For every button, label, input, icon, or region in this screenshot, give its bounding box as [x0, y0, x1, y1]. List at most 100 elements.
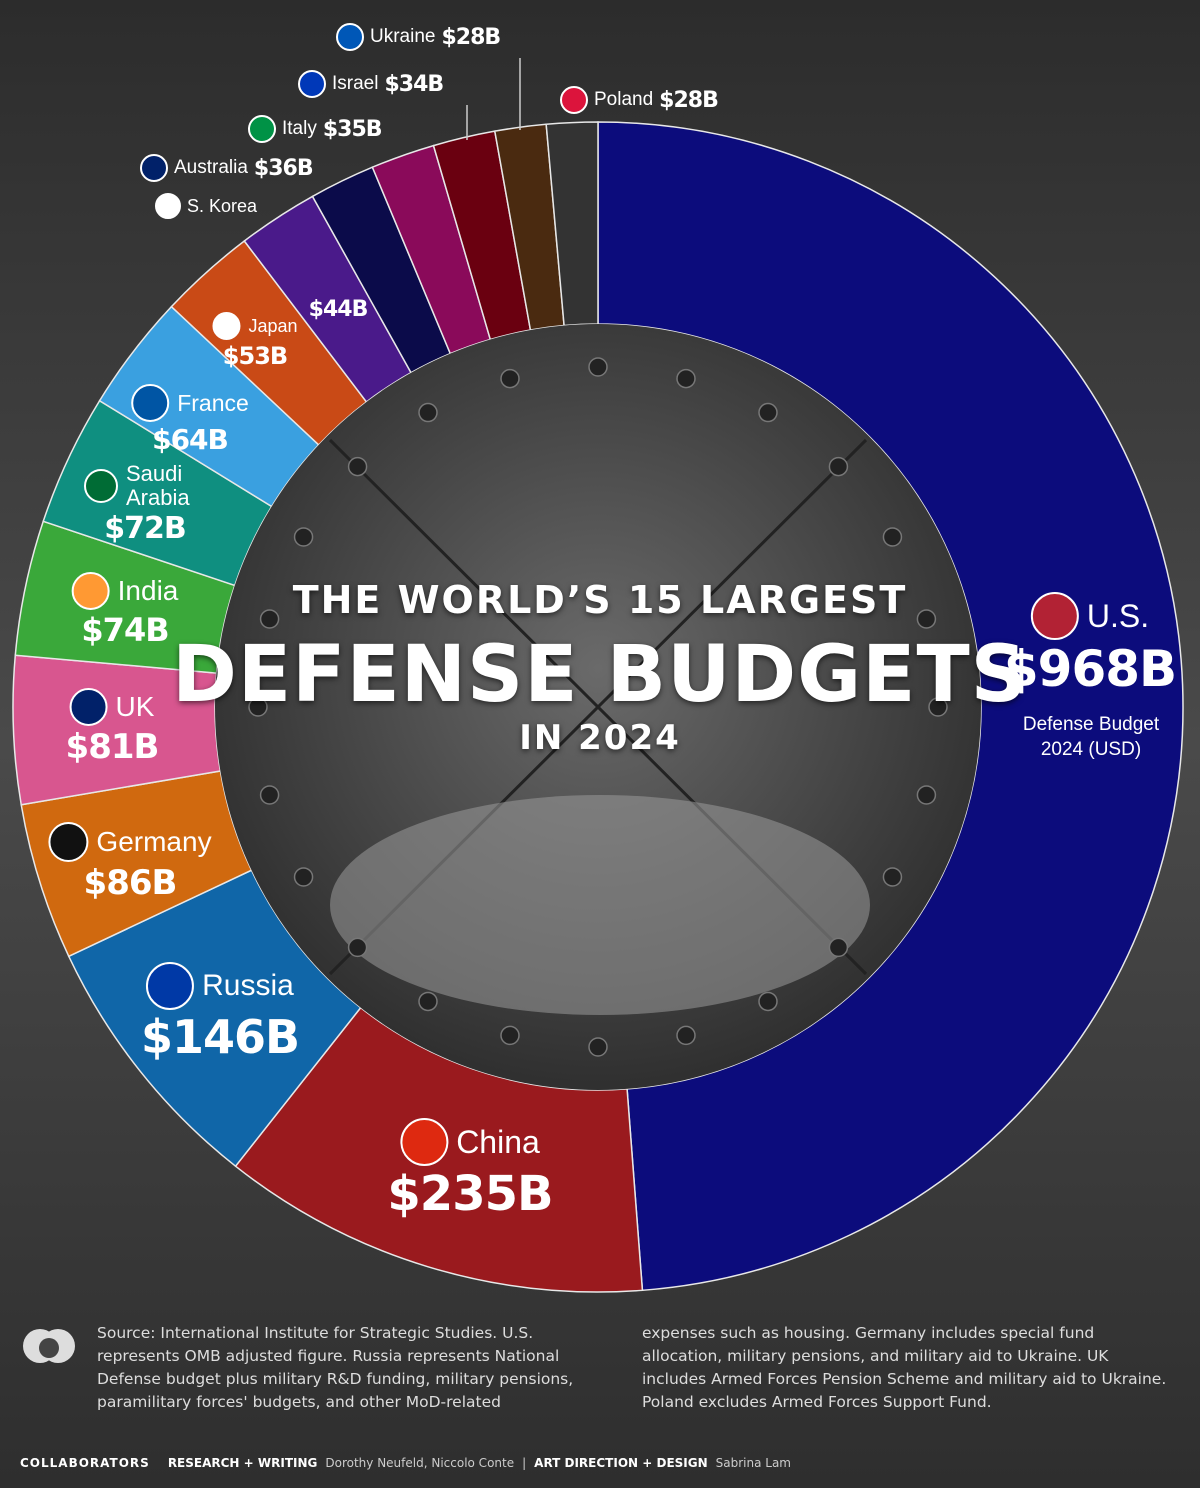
- value-label: $36B: [253, 155, 314, 181]
- world-map: [330, 795, 870, 1015]
- credits: COLLABORATORS RESEARCH + WRITING Dorothy…: [20, 1456, 791, 1470]
- slice-label: Poland $28B: [560, 86, 719, 114]
- bolt: [588, 357, 608, 377]
- bolt: [828, 456, 849, 477]
- label-name-row: UK: [66, 688, 159, 726]
- value-label: $74B: [81, 611, 169, 649]
- value-label: $44B: [308, 297, 369, 322]
- slice-label: Russia $146B: [140, 962, 300, 1064]
- bolts: [248, 357, 948, 1057]
- slice-label: U.S. $968B: [1003, 592, 1177, 698]
- label-name-row: U.S.: [1004, 592, 1176, 640]
- flag-icon: [155, 193, 181, 219]
- slice-label: Japan $53B: [212, 312, 298, 372]
- flag-icon: [131, 384, 170, 422]
- bolt: [676, 1025, 696, 1046]
- bolt: [418, 991, 438, 1012]
- slice-label: China $235B: [387, 1118, 554, 1222]
- category-label: Israel: [332, 73, 379, 94]
- label-name-row: Germany: [48, 822, 212, 862]
- slice-label: Israel $34B: [298, 70, 444, 98]
- flag-icon: [1030, 592, 1079, 640]
- slice-label: India $74B: [71, 572, 178, 650]
- bolt: [676, 368, 696, 389]
- slice-label: Saudi Arabia $72B: [84, 462, 206, 548]
- value-label: $28B: [659, 87, 719, 113]
- value-label: $968B: [1003, 640, 1177, 698]
- value-label: $72B: [104, 511, 187, 546]
- bolt: [882, 527, 903, 547]
- chart-headline: DEFENSE BUDGETS: [172, 630, 1028, 720]
- bolt: [758, 402, 778, 423]
- value-label: $146B: [140, 1010, 300, 1064]
- value-label: $53B: [222, 342, 288, 370]
- category-label: France: [177, 389, 249, 416]
- flag-icon: [298, 70, 326, 98]
- bolt: [347, 456, 368, 477]
- bolt: [293, 527, 314, 547]
- value-label: $64B: [152, 423, 229, 456]
- divider: |: [522, 1456, 527, 1470]
- label-name-row: Russia: [141, 962, 299, 1010]
- category-label: U.S.: [1086, 598, 1150, 634]
- category-label: Poland: [594, 89, 654, 110]
- chart-subtitle: IN 2024: [519, 718, 681, 758]
- bolt: [916, 785, 937, 805]
- flag-icon: [560, 86, 588, 114]
- flag-icon: [146, 962, 195, 1010]
- flag-icon: [336, 23, 364, 51]
- bolt: [418, 402, 438, 423]
- bolt: [928, 697, 948, 717]
- category-label: UK: [115, 691, 155, 722]
- slice-label: Germany $86B: [48, 822, 212, 904]
- source-note: Source: International Institute for Stra…: [97, 1324, 574, 1411]
- bolt: [347, 937, 368, 958]
- category-label: Australia: [174, 157, 248, 178]
- bolt: [259, 785, 280, 805]
- flag-icon: [212, 312, 241, 340]
- slice-label: Australia $36B: [140, 154, 314, 182]
- bolt: [916, 609, 937, 629]
- credits-label: COLLABORATORS: [20, 1456, 150, 1470]
- category-label: Russia: [202, 969, 294, 1002]
- value-label: $28B: [441, 24, 501, 50]
- label-name-row: Saudi Arabia: [84, 462, 206, 510]
- category-label: China: [456, 1124, 540, 1160]
- annotation: Defense Budget 2024 (USD): [1022, 714, 1160, 760]
- credit-names: Sabrina Lam: [715, 1456, 791, 1470]
- label-name-row: France: [131, 384, 249, 422]
- flag-icon: [71, 572, 110, 610]
- bolt: [882, 867, 903, 887]
- bolt: [259, 609, 280, 629]
- slice-label: Ukraine $28B: [336, 23, 501, 51]
- logo: [23, 1329, 75, 1363]
- bolt: [828, 937, 849, 958]
- credit-role: ART DIRECTION + DESIGN: [534, 1456, 708, 1470]
- category-label: Italy: [282, 118, 317, 139]
- flag-icon: [69, 688, 108, 726]
- value-label: $34B: [384, 71, 444, 97]
- credit-role: RESEARCH + WRITING: [167, 1456, 318, 1470]
- source-note: expenses such as housing. Germany includ…: [642, 1324, 1167, 1411]
- flag-icon: [400, 1118, 449, 1166]
- flag-icon: [140, 154, 168, 182]
- category-label: Saudi Arabia: [126, 461, 190, 510]
- bolt: [500, 368, 520, 389]
- category-label: Ukraine: [370, 26, 436, 47]
- label-name-row: Japan: [212, 312, 298, 340]
- bolt: [293, 867, 314, 887]
- flag-icon: [84, 469, 118, 503]
- value-label: $35B: [322, 116, 383, 142]
- label-name-row: India: [71, 572, 178, 610]
- category-label: Japan: [248, 316, 298, 336]
- category-label: S. Korea: [187, 195, 258, 216]
- category-label: Germany: [96, 826, 212, 857]
- bolt: [758, 991, 778, 1012]
- slice-label: S. Korea: [155, 193, 257, 219]
- value-label: $81B: [65, 727, 160, 767]
- bolt: [500, 1025, 520, 1046]
- value-label: $86B: [83, 863, 178, 903]
- slice-label: Italy $35B: [248, 115, 383, 143]
